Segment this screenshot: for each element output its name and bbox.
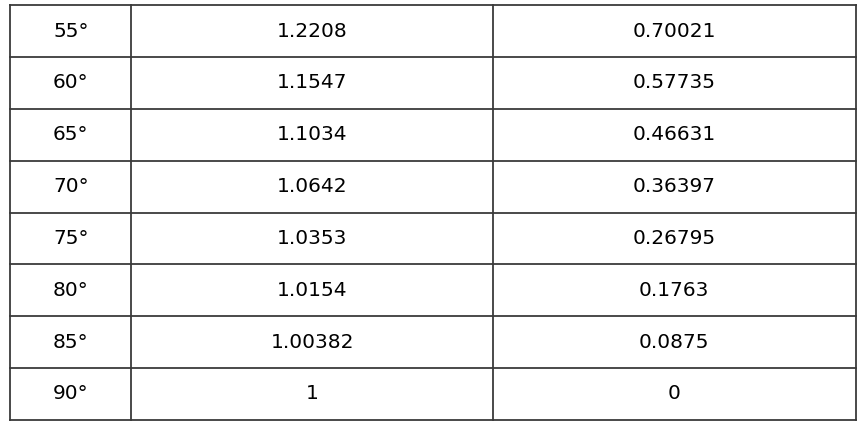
Text: 0.26795: 0.26795 bbox=[633, 229, 716, 248]
Text: 1.2208: 1.2208 bbox=[277, 22, 347, 40]
Text: 1.0642: 1.0642 bbox=[277, 177, 347, 196]
Text: 75°: 75° bbox=[53, 229, 88, 248]
Text: 0.1763: 0.1763 bbox=[639, 281, 709, 300]
Text: 70°: 70° bbox=[53, 177, 88, 196]
Text: 85°: 85° bbox=[53, 333, 88, 351]
Text: 1.1547: 1.1547 bbox=[277, 74, 347, 92]
Text: 0.46631: 0.46631 bbox=[633, 125, 716, 144]
Text: 55°: 55° bbox=[53, 22, 88, 40]
Text: 60°: 60° bbox=[53, 74, 88, 92]
Text: 65°: 65° bbox=[53, 125, 88, 144]
Text: 0.57735: 0.57735 bbox=[633, 74, 716, 92]
Text: 0.0875: 0.0875 bbox=[639, 333, 709, 351]
Text: 0.36397: 0.36397 bbox=[633, 177, 716, 196]
Text: 1.1034: 1.1034 bbox=[277, 125, 347, 144]
Text: 90°: 90° bbox=[53, 385, 88, 403]
Text: 1.00382: 1.00382 bbox=[270, 333, 354, 351]
Text: 80°: 80° bbox=[53, 281, 88, 300]
Text: 0: 0 bbox=[668, 385, 681, 403]
Text: 1: 1 bbox=[306, 385, 319, 403]
Text: 1.0353: 1.0353 bbox=[277, 229, 347, 248]
Text: 1.0154: 1.0154 bbox=[277, 281, 347, 300]
Text: 0.70021: 0.70021 bbox=[632, 22, 716, 40]
